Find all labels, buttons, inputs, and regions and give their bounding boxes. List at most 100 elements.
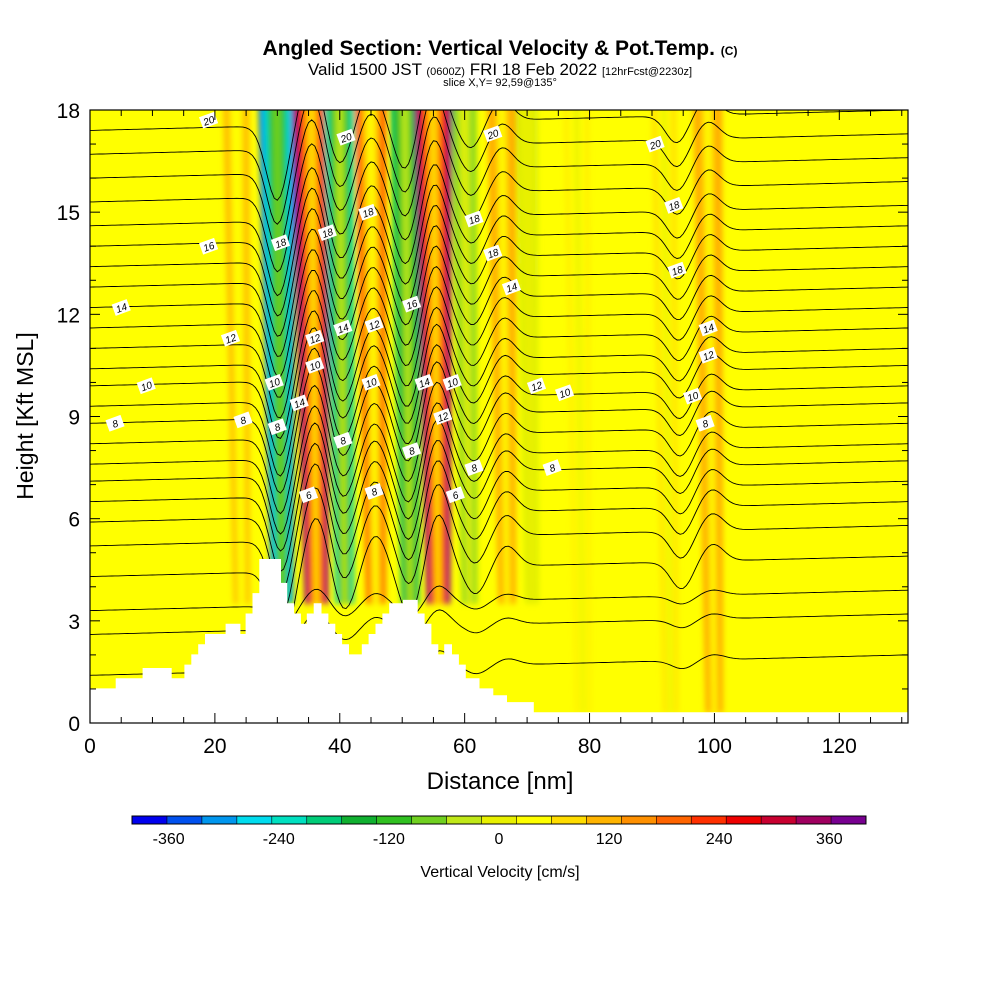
- terrain: [90, 559, 908, 723]
- contour-label-text: 12: [308, 332, 323, 346]
- contour-label-37: 8: [542, 459, 562, 476]
- theta-contour-4: [90, 484, 908, 616]
- contour-label-bg: [105, 414, 125, 432]
- contour-label-0: 20: [199, 111, 219, 129]
- contour-label-text: 8: [548, 463, 557, 475]
- contour-label-bg: [220, 329, 241, 347]
- contour-label-bg: [414, 374, 434, 391]
- x-tick-label: 20: [203, 735, 226, 758]
- contour-label-text: 8: [370, 487, 379, 499]
- contour-label-text: 14: [418, 377, 433, 391]
- colorbar-swatch-5: [306, 816, 343, 824]
- contour-label-bg: [464, 210, 484, 228]
- contour-label-text: 18: [486, 247, 501, 261]
- theta-contours: [90, 110, 908, 694]
- colorbar-swatch-9: [446, 816, 483, 824]
- x-tick-label: 0: [84, 735, 96, 758]
- slice-line: slice X,Y= 92,59@135°: [443, 77, 557, 89]
- contour-label-24: 12: [698, 346, 718, 364]
- contour-label-bg: [442, 374, 462, 391]
- contour-label-25: 10: [136, 377, 156, 394]
- contour-label-8: 18: [483, 244, 503, 261]
- y-tick-label: 3: [68, 611, 80, 634]
- contour-label-bg: [267, 418, 287, 436]
- contour-label-text: 18: [274, 237, 289, 251]
- colorbar-frame: [131, 815, 867, 825]
- contour-label-26: 10: [264, 374, 284, 391]
- colorbar-swatch-2: [201, 816, 238, 824]
- contour-label-18: 14: [698, 319, 718, 336]
- contour-label-text: 16: [202, 240, 217, 254]
- theta-contour-24: [90, 110, 908, 201]
- contour-label-text: 10: [686, 390, 701, 404]
- colorbar-swatch-13: [586, 816, 622, 824]
- valid-time-line: Valid 1500 JST (0600Z) FRI 18 Feb 2022 […: [307, 60, 693, 79]
- velocity-band-12-level-4: [233, 110, 244, 604]
- velocity-band-0-level-4: [273, 110, 285, 604]
- contour-label-text: 20: [485, 128, 501, 143]
- contour-label-text: 20: [338, 131, 354, 146]
- contour-label-35: 8: [402, 442, 422, 459]
- contour-label-text: 8: [239, 415, 248, 427]
- contour-label-31: 10: [683, 387, 703, 405]
- contour-labels: 20 20 20 20 18 18 18 18 18 18 18 16 16 14 14 14 14 14 14 12…: [105, 111, 718, 504]
- y-tick-label: 12: [57, 304, 80, 327]
- contour-label-bg: [542, 459, 562, 476]
- contour-label-4: 18: [270, 234, 291, 251]
- contour-label-text: 14: [702, 322, 717, 336]
- contour-label-1: 20: [336, 128, 356, 146]
- contour-label-bg: [402, 442, 422, 459]
- theta-contour-11: [90, 344, 908, 477]
- colorbar: -360 -240 -120 0 120 240 360: [131, 815, 867, 848]
- x-tick-label: 40: [328, 735, 351, 758]
- velocity-band-7-level-4: [498, 110, 509, 604]
- contour-label-36: 8: [464, 459, 484, 476]
- plot-area: 20 20 20 20 18 18 18 18 18 18 18 16 16 14 14 14 14 14 14 12…: [90, 110, 908, 723]
- velocity-band-11-level-4: [704, 110, 716, 713]
- contour-label-bg: [464, 459, 484, 476]
- colorbar-swatch-12: [551, 816, 587, 824]
- contour-label-text: 14: [293, 397, 308, 411]
- contour-label-33: 8: [267, 418, 287, 436]
- chart-title: Angled Section: Vertical Velocity & Pot.…: [262, 37, 738, 60]
- contour-label-text: 16: [405, 298, 420, 312]
- y-tick-label: 9: [68, 407, 80, 430]
- contour-label-bg: [664, 197, 684, 214]
- colorbar-swatch-6: [341, 816, 378, 824]
- contour-label-bg: [698, 346, 718, 364]
- contour-label-bg: [333, 431, 353, 449]
- theta-contour-18: [90, 204, 908, 337]
- colorbar-swatch-11: [516, 816, 552, 824]
- contour-label-text: 8: [111, 418, 120, 430]
- x-tick-label: 80: [578, 735, 601, 758]
- contour-label-bg: [445, 486, 465, 504]
- contour-label-bg: [501, 278, 522, 296]
- colorbar-swatch-0: [132, 816, 168, 824]
- contour-label-text: 14: [336, 322, 351, 336]
- contour-label-42: 6: [445, 486, 465, 504]
- contour-label-19: 12: [220, 329, 241, 347]
- colorbar-swatch-15: [656, 816, 692, 824]
- axes: 0 20 40 60 80 100 120 0 3 6 9 12 15 18 Height [Kft MSL…: [12, 100, 909, 758]
- colorbar-swatch-16: [691, 816, 727, 824]
- x-tick-label: 100: [697, 735, 732, 758]
- contour-label-bg: [111, 299, 131, 316]
- x-tick-label: 120: [822, 735, 857, 758]
- contour-label-text: 18: [467, 213, 482, 227]
- theta-contour-20: [90, 164, 908, 297]
- theta-contour-17: [90, 225, 908, 357]
- contour-label-6: 18: [358, 203, 378, 221]
- contour-label-text: 14: [115, 302, 130, 316]
- contour-label-text: 18: [361, 206, 376, 220]
- contour-label-5: 18: [317, 224, 337, 241]
- contour-label-11: 16: [199, 237, 219, 255]
- contour-label-bg: [361, 374, 381, 391]
- colorbar-swatch-10: [481, 816, 517, 824]
- contour-label-text: 12: [702, 349, 717, 363]
- contour-label-3: 20: [645, 135, 665, 153]
- x-axis-label: Distance [nm]: [426, 768, 574, 795]
- contour-label-text: 6: [305, 490, 314, 502]
- theta-contour-19: [90, 184, 908, 317]
- contour-label-text: 18: [667, 200, 682, 214]
- theta-contour-7: [90, 419, 908, 552]
